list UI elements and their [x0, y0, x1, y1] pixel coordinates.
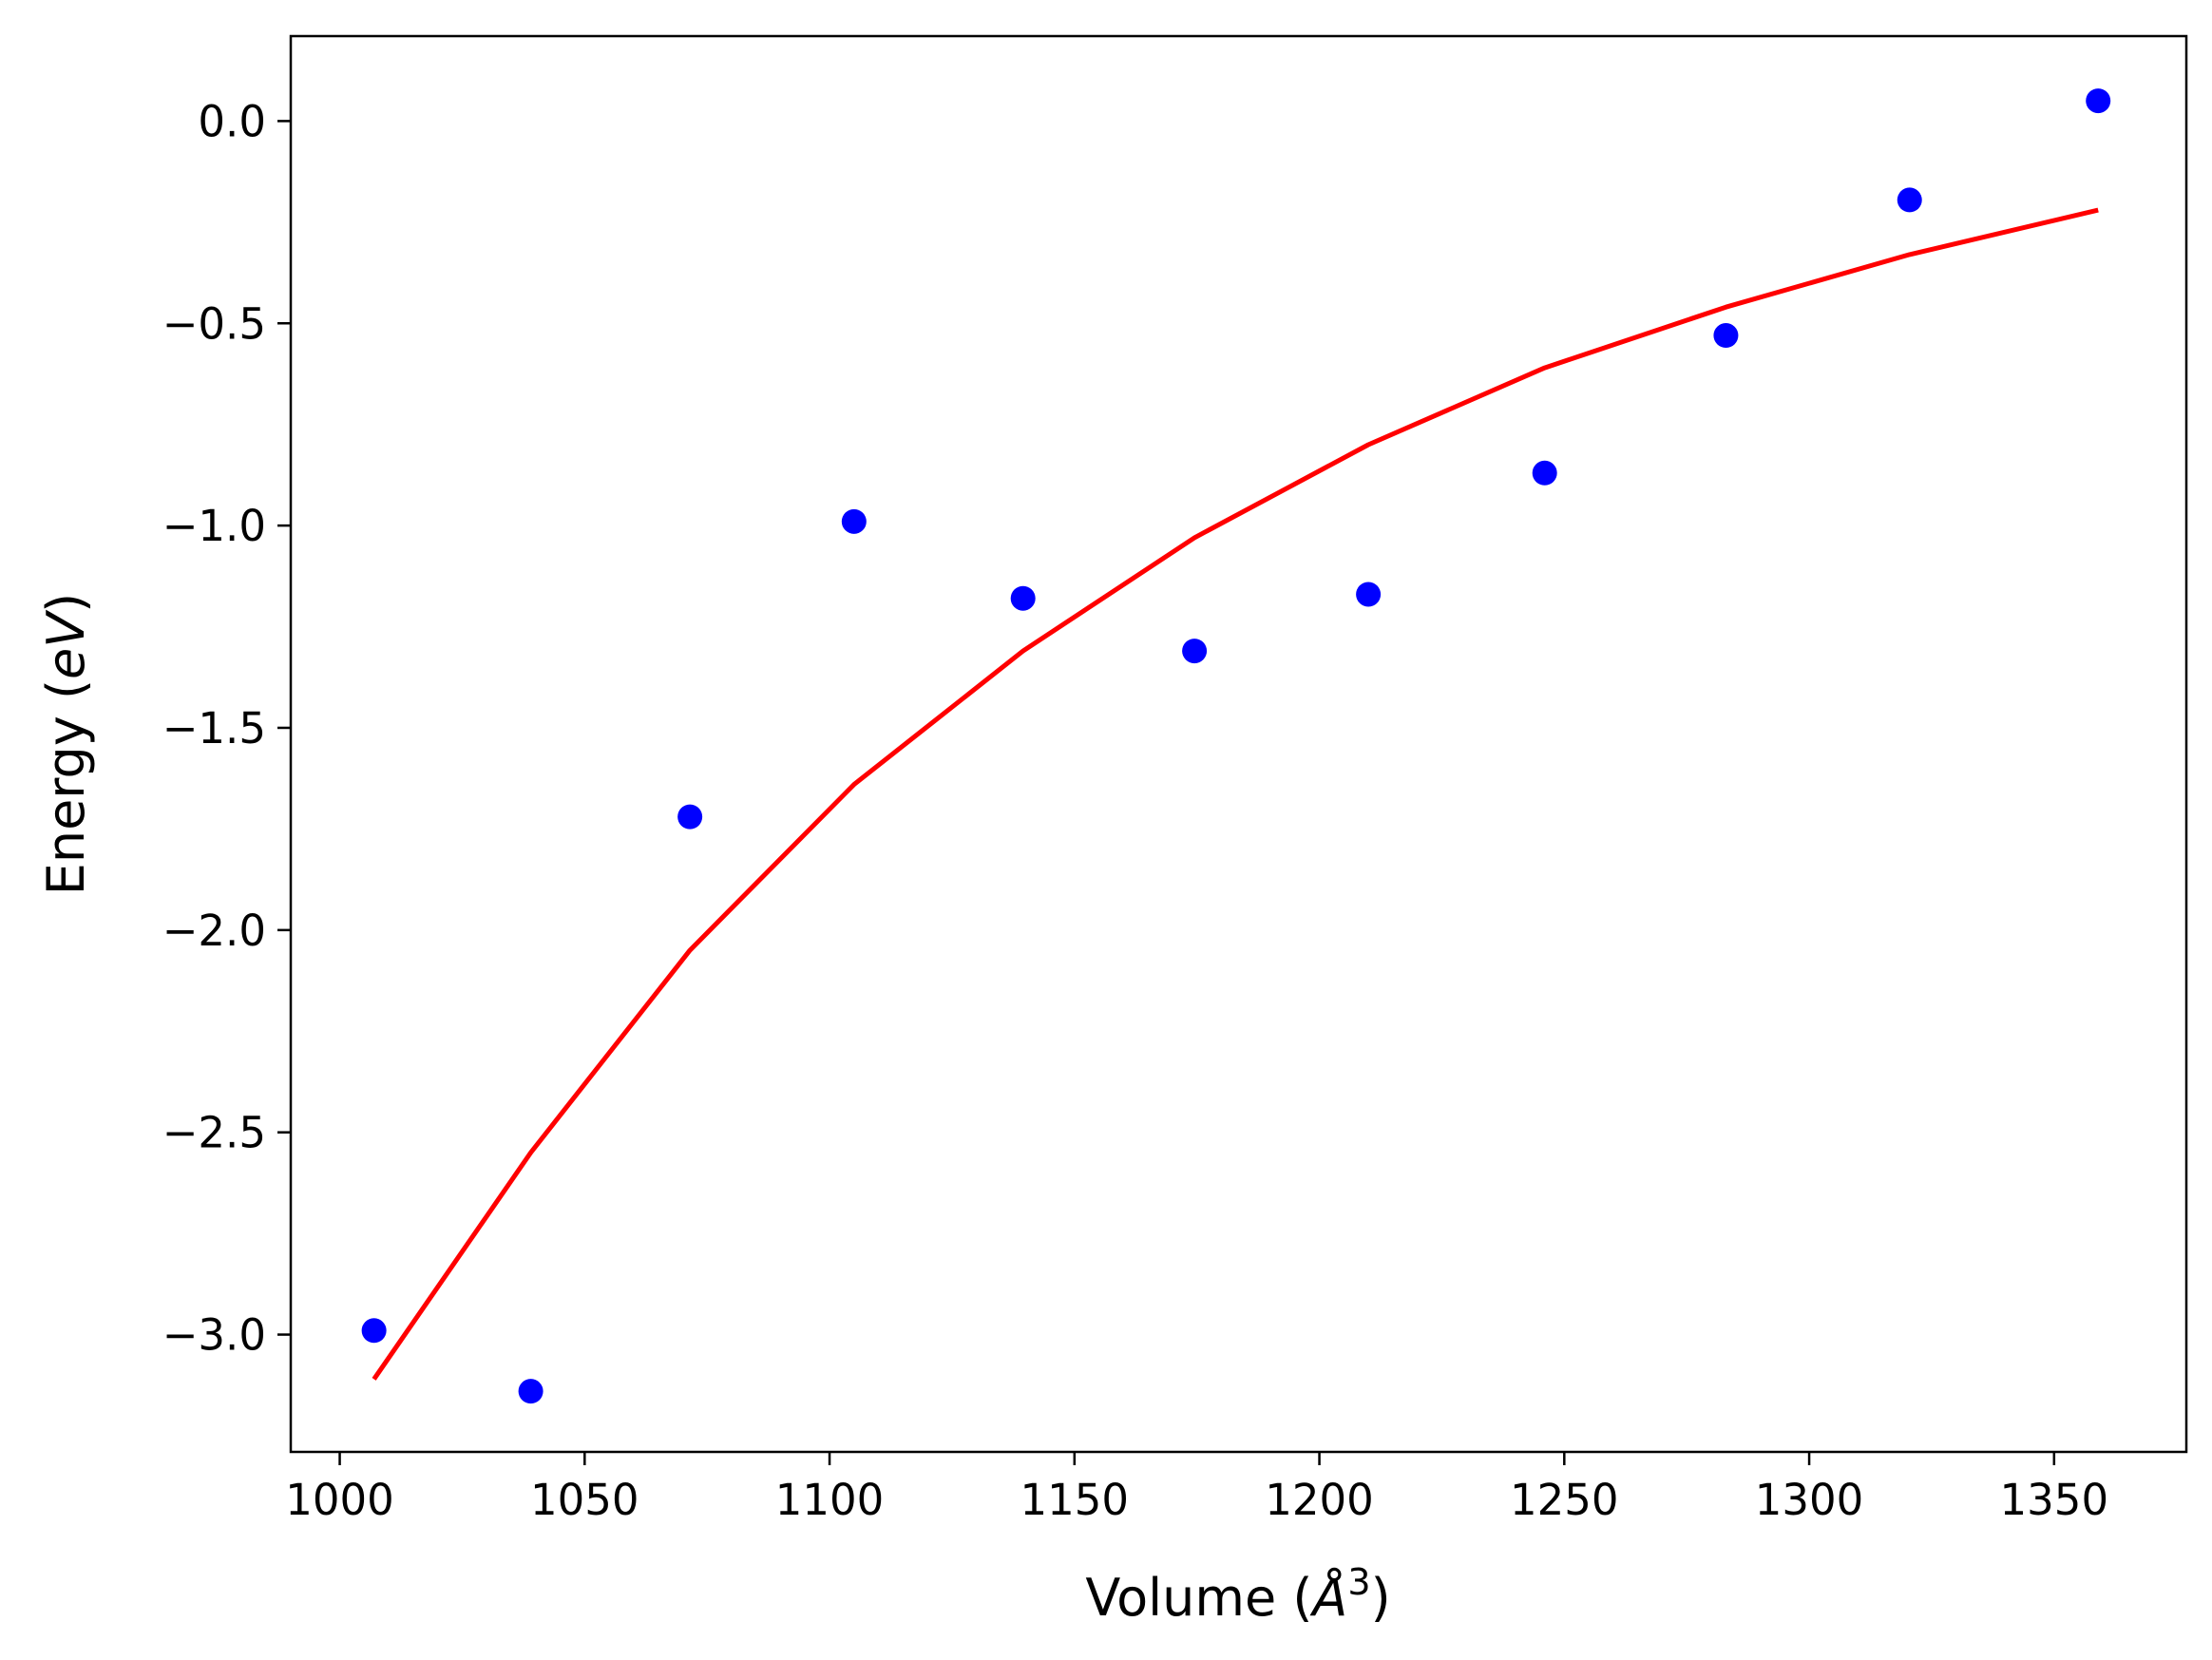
- data-point: [1356, 582, 1382, 607]
- data-point: [841, 508, 867, 534]
- x-tick-label: 1250: [1510, 1475, 1619, 1525]
- y-tick-label: 0.0: [198, 96, 266, 146]
- y-axis-label: Energy (eV): [36, 593, 96, 896]
- x-tick-label: 1150: [1020, 1475, 1130, 1525]
- data-point: [1532, 460, 1557, 486]
- x-tick-label: 1050: [530, 1475, 639, 1525]
- y-tick-label: −2.5: [162, 1108, 266, 1158]
- y-tick-label: −0.5: [162, 298, 266, 349]
- x-axis: 1000 1050 1100 1150 1200 1250 1300 1350: [285, 1452, 2108, 1525]
- x-tick-label: 1100: [775, 1475, 885, 1525]
- y-tick-label: −1.0: [162, 501, 266, 551]
- y-tick-label: −1.5: [162, 703, 266, 754]
- data-point: [518, 1379, 543, 1404]
- data-point: [361, 1318, 387, 1344]
- x-tick-label: 1350: [2000, 1475, 2109, 1525]
- y-tick-label: −2.0: [162, 906, 266, 956]
- y-tick-label: −3.0: [162, 1310, 266, 1361]
- data-point: [677, 804, 703, 830]
- plot-area: [361, 88, 2111, 1404]
- x-tick-label: 1200: [1265, 1475, 1374, 1525]
- data-point: [2086, 88, 2111, 114]
- axes-frame: [289, 34, 2188, 1454]
- x-tick-label: 1300: [1755, 1475, 1864, 1525]
- data-point: [1182, 639, 1208, 664]
- x-tick-label: 1000: [285, 1475, 394, 1525]
- data-point: [1897, 187, 1922, 213]
- fit-line: [372, 207, 2099, 1381]
- x-axis-label: Volume (Å3): [1085, 1561, 1390, 1628]
- data-point: [1010, 585, 1036, 611]
- data-point: [1713, 323, 1739, 349]
- y-axis: 0.0 −0.5 −1.0 −1.5 −2.0 −2.5 −3.0: [162, 96, 291, 1361]
